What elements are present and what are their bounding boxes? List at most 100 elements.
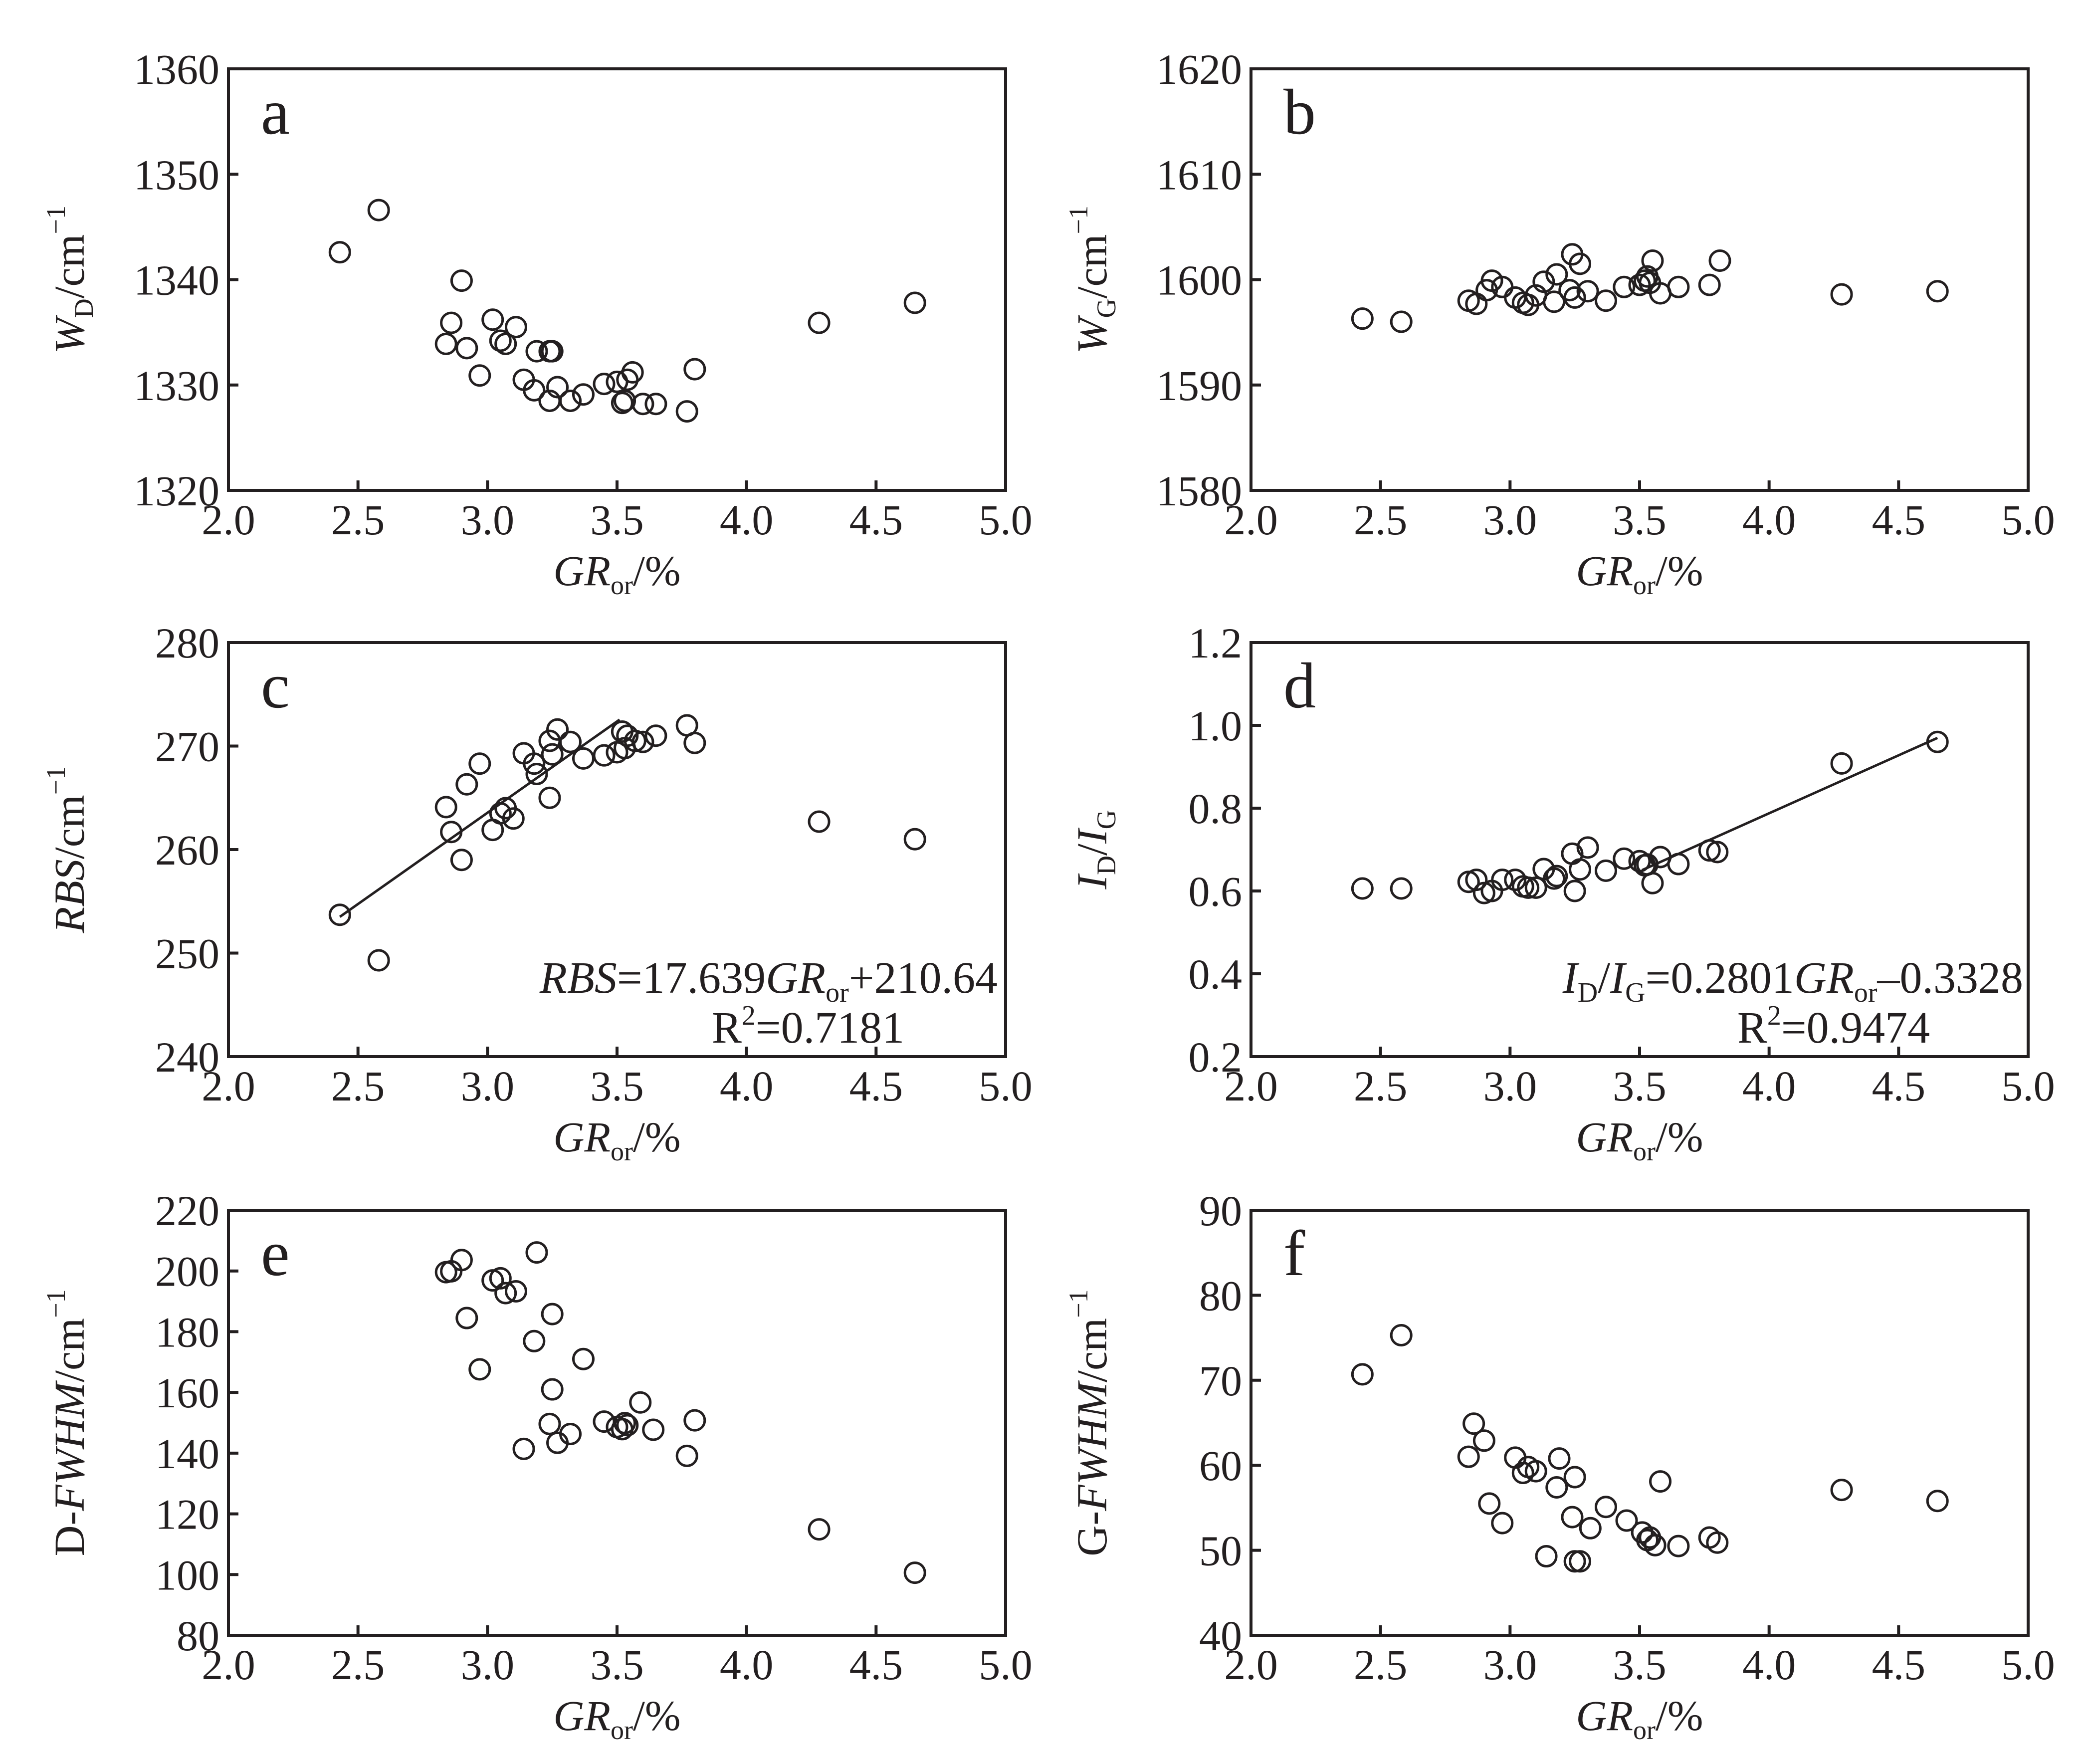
data-point	[1615, 1509, 1638, 1532]
data-point	[1569, 1550, 1592, 1573]
data-point	[683, 1409, 706, 1432]
data-point	[1698, 273, 1721, 296]
x-tick-label: 2.0	[202, 496, 255, 544]
data-point	[1926, 1490, 1949, 1513]
data-point	[489, 1267, 512, 1290]
y-tick-label: 50	[1199, 1527, 1242, 1575]
y-tick-label: 0.4	[1189, 950, 1243, 998]
x-axis-label: GRor/%	[553, 1113, 680, 1166]
panel-d: 2.0 2.5 3.0 3.5 4.0 4.5 5.0 0.2 0.4 0.6 0.8 1.0 1.2 d…	[1068, 619, 2055, 1166]
panel-e: 2.0 2.5 3.0 3.5 4.0 4.5 5.0 80 100 120 140 160 180 20…	[41, 1187, 1033, 1745]
data-point	[1543, 290, 1566, 313]
y-tick-label: 1360	[134, 45, 219, 93]
data-point	[572, 383, 595, 406]
y-tick-label: 0.6	[1189, 868, 1243, 915]
data-point	[440, 821, 463, 844]
x-axis-label: GRor/%	[553, 1692, 680, 1745]
data-point	[1649, 1470, 1672, 1493]
data-point	[559, 389, 582, 412]
x-tick-label: 4.5	[1872, 1641, 1926, 1689]
data-point	[1504, 869, 1527, 891]
data-point	[546, 376, 569, 399]
plot-frame	[227, 67, 1007, 492]
panel-c: 2.0 2.5 3.0 3.5 4.0 4.5 5.0 240 250 260 270 280 c GRo…	[41, 619, 1033, 1166]
x-tick-label: 2.5	[1354, 1062, 1408, 1110]
data-point	[631, 393, 654, 416]
y-axis-label: ID/IG​	[1068, 810, 1121, 889]
data-point	[1563, 1466, 1586, 1489]
data-point	[1926, 730, 1949, 753]
data-point	[450, 1249, 473, 1272]
x-tick-label: 5.0	[2001, 1641, 2055, 1689]
x-tick-label: 4.5	[849, 1641, 903, 1689]
data-point	[1706, 841, 1729, 864]
data-point	[1472, 1429, 1495, 1452]
data-point	[1543, 867, 1566, 890]
x-tick-label: 2.0	[1224, 496, 1278, 544]
panel-label: d	[1283, 650, 1316, 722]
data-point	[1532, 270, 1555, 293]
data-point	[1579, 1517, 1602, 1540]
panel-a: 2.0 2.5 3.0 3.5 4.0 4.5 5.0 1320 1330 1340 1350 136…	[41, 45, 1033, 600]
y-tick-label: 0.8	[1189, 785, 1243, 833]
data-point	[1569, 858, 1592, 881]
x-tick-label: 5.0	[979, 1641, 1033, 1689]
data-point	[572, 1347, 595, 1370]
data-point	[624, 729, 646, 752]
data-point	[1641, 872, 1664, 894]
data-point	[489, 329, 512, 352]
y-tick-label: 40	[1199, 1612, 1242, 1660]
y-tick-label: 1.2	[1189, 619, 1243, 667]
data-point	[1594, 1496, 1617, 1519]
data-point	[631, 730, 654, 753]
data-point	[367, 199, 390, 221]
x-tick-label: 3.5	[590, 1062, 644, 1110]
panel-b: 2.0 2.5 3.0 3.5 4.0 4.5 5.0 1580 1590 1600 1610 162…	[1063, 45, 2055, 600]
data-point	[1491, 1512, 1514, 1535]
data-point	[1698, 839, 1721, 862]
x-axis-label: GRor/%	[1576, 547, 1703, 600]
data-point	[525, 763, 548, 786]
data-point	[621, 361, 644, 384]
data-point	[523, 1329, 546, 1352]
x-tick-label: 4.0	[720, 1641, 774, 1689]
y-tick-label: 120	[155, 1491, 219, 1539]
data-point	[1569, 252, 1592, 275]
data-point	[1465, 869, 1488, 891]
data-point	[525, 1241, 548, 1264]
x-tick-label: 4.5	[849, 1062, 903, 1110]
y-tick-label: 240	[155, 1033, 219, 1081]
x-tick-label: 4.0	[720, 496, 774, 544]
data-point	[512, 1437, 535, 1460]
data-point	[683, 731, 706, 754]
data-point	[903, 828, 926, 851]
data-point	[523, 752, 546, 775]
data-point	[1548, 1447, 1571, 1470]
data-point	[1545, 865, 1568, 887]
y-tick-label: 1330	[134, 362, 219, 410]
regression-equation: ID​/IG​=0.2801GRor–0.3328	[1562, 953, 2023, 1008]
x-tick-label: 3.0	[461, 496, 515, 544]
panel-label: f	[1283, 1218, 1305, 1290]
x-tick-label: 3.5	[1613, 496, 1667, 544]
data-point	[1462, 1412, 1485, 1435]
y-tick-label: 70	[1199, 1357, 1242, 1405]
data-point	[502, 807, 525, 830]
data-point	[1517, 876, 1540, 899]
panel-f: 2.0 2.5 3.0 3.5 4.0 4.5 5.0 40 50 60 70 80 90 f GRor/%…	[1063, 1187, 2055, 1745]
data-point	[1351, 307, 1374, 330]
data-point	[1535, 1545, 1558, 1568]
data-point	[1457, 1445, 1480, 1468]
y-tick-label: 1350	[134, 151, 219, 199]
y-tick-label: 1580	[1156, 467, 1242, 515]
x-tick-label: 4.5	[1872, 1062, 1926, 1110]
data-point	[523, 379, 546, 402]
y-tick-label: 220	[155, 1187, 219, 1235]
y-tick-label: 1620	[1156, 45, 1242, 93]
data-point	[1667, 1535, 1690, 1557]
data-point	[1830, 1479, 1853, 1502]
x-tick-label: 5.0	[2001, 1062, 2055, 1110]
data-point	[1563, 880, 1586, 902]
data-point	[328, 241, 351, 264]
